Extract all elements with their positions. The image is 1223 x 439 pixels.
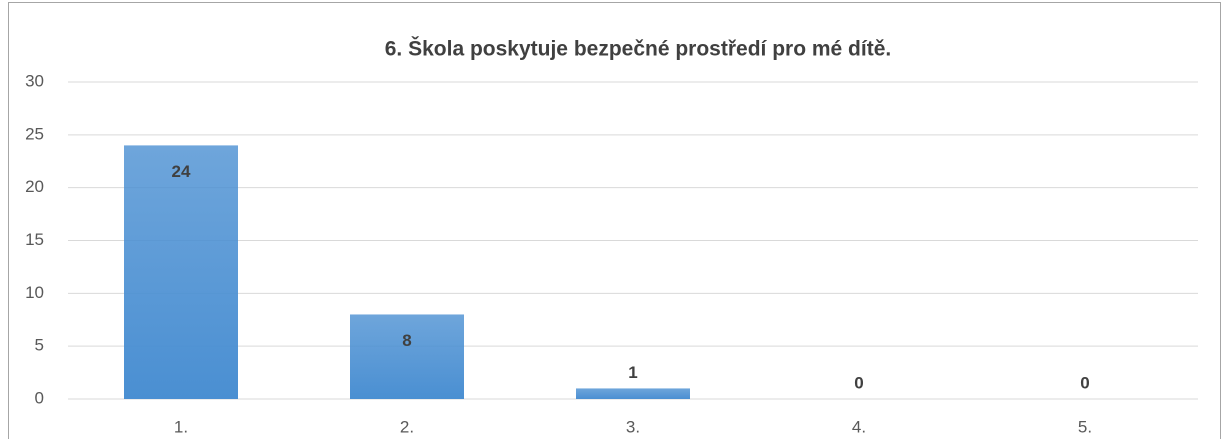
chart-title: 6. Škola poskytuje bezpečné prostředí pr…: [385, 37, 891, 61]
x-tick-label: 5.: [1078, 417, 1092, 436]
x-tick-label: 4.: [852, 417, 866, 436]
x-tick-label: 2.: [400, 417, 414, 436]
data-label: 8: [402, 331, 411, 350]
y-tick-label: 15: [25, 230, 44, 249]
y-tick-label: 25: [25, 124, 44, 143]
bar: [576, 388, 690, 399]
y-tick-label: 20: [25, 177, 44, 196]
bar: [124, 145, 238, 399]
x-tick-label: 1.: [174, 417, 188, 436]
data-label: 24: [172, 162, 191, 181]
x-tick-label: 3.: [626, 417, 640, 436]
y-tick-label: 10: [25, 283, 44, 302]
data-label: 0: [854, 373, 863, 392]
data-label: 1: [628, 363, 637, 382]
chart-frame: [8, 2, 1221, 439]
y-tick-label: 5: [35, 336, 44, 355]
bar: [350, 314, 464, 399]
data-label: 0: [1080, 373, 1089, 392]
y-tick-label: 0: [35, 388, 44, 407]
y-tick-label: 30: [25, 71, 44, 90]
